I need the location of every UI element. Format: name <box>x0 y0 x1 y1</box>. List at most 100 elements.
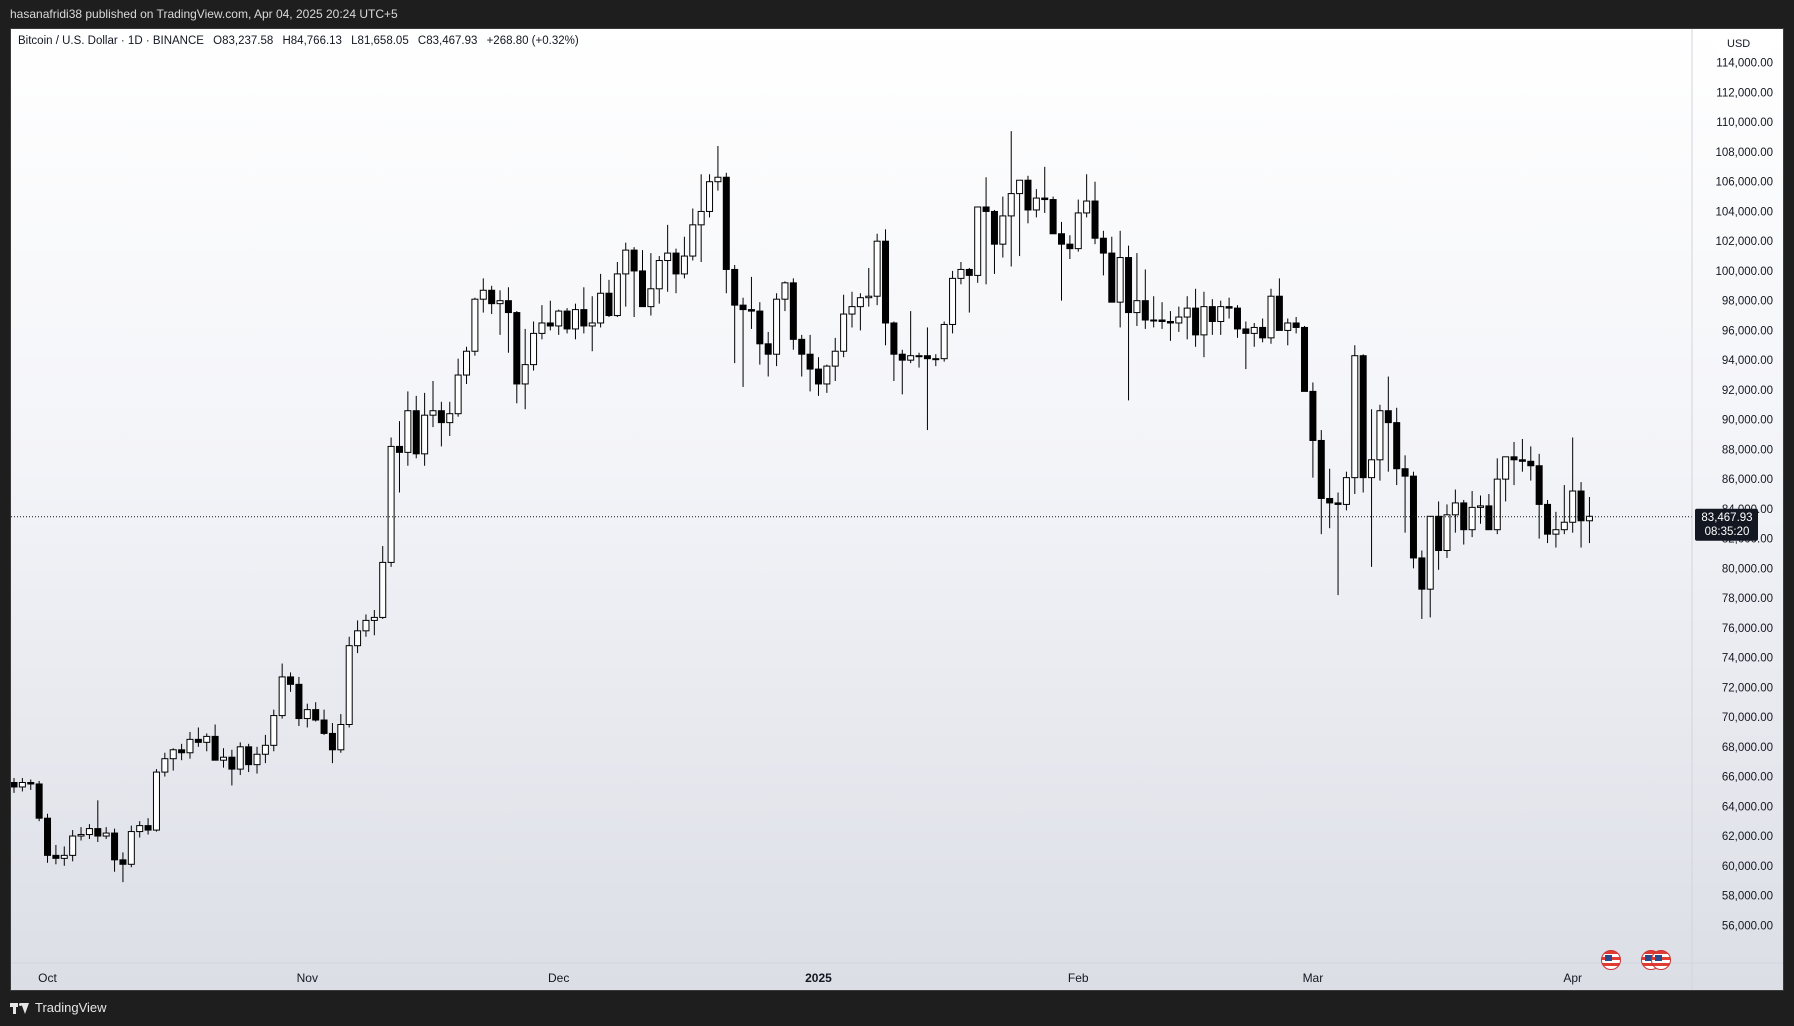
candle-body-down <box>178 749 186 754</box>
candle <box>379 546 387 619</box>
candle-body-down <box>639 270 646 308</box>
candle <box>1041 166 1049 213</box>
candle <box>119 852 127 883</box>
price-axis[interactable]: 56,000.00 58,000.00 60,000.00 62,000.00 64,0… <box>1715 58 1773 933</box>
candle-body-up <box>253 753 261 766</box>
candle <box>731 264 739 364</box>
us-flag-events-icon[interactable] <box>1651 950 1671 970</box>
candle-body-down <box>1108 252 1116 303</box>
candle-body-down <box>563 310 571 330</box>
price-tick-label: 86,000.00 <box>1722 474 1773 486</box>
candle-body-down <box>119 859 127 865</box>
candle-body-up <box>823 365 831 385</box>
candle-body-down <box>1359 355 1367 479</box>
candle <box>882 229 890 346</box>
candle-body-down <box>35 783 43 819</box>
candle-body-up <box>404 410 412 453</box>
candle <box>1150 296 1158 328</box>
candle <box>446 401 454 437</box>
candle-body-up <box>370 616 378 621</box>
candle <box>1016 179 1024 257</box>
chart-pane[interactable]: 56,000.00 58,000.00 60,000.00 62,000.00 64,0… <box>10 28 1784 991</box>
legend-open: O83,237.58 <box>213 35 274 47</box>
us-flag-event-icon[interactable] <box>1601 950 1621 970</box>
candle <box>747 276 755 329</box>
tradingview-brand[interactable]: TradingView <box>10 1000 107 1015</box>
candle-body-up <box>1116 257 1124 303</box>
candle <box>1208 299 1216 335</box>
candle <box>1158 302 1166 329</box>
candle <box>1049 196 1057 235</box>
candle <box>437 401 445 447</box>
candle <box>312 702 320 722</box>
candle <box>530 321 538 371</box>
tradingview-logo-icon <box>10 1001 30 1015</box>
candle <box>1351 345 1359 494</box>
candle <box>898 349 906 395</box>
candle <box>1477 495 1484 524</box>
candle-body-down <box>1309 390 1317 441</box>
candle <box>940 321 948 362</box>
candle-body-up <box>647 288 655 308</box>
candle-body-down <box>1326 497 1334 504</box>
candle-body-up <box>957 268 965 279</box>
price-tick-label: 58,000.00 <box>1722 891 1773 903</box>
candle <box>488 285 496 315</box>
candle <box>52 844 60 865</box>
candle-body-down <box>1577 490 1585 522</box>
candle <box>1544 499 1552 544</box>
currency-label[interactable]: USD <box>1715 34 1773 54</box>
symbol-title[interactable]: Bitcoin / U.S. Dollar · 1D · BINANCE <box>18 35 204 47</box>
candle <box>1250 322 1258 347</box>
time-axis[interactable]: Oct Nov Dec 2025 Feb Mar Apr <box>38 971 1582 985</box>
candle <box>1267 288 1275 344</box>
candle <box>521 328 529 410</box>
price-tick-label: 94,000.00 <box>1722 355 1773 367</box>
candle <box>1460 499 1468 545</box>
candle-body-down <box>1091 200 1099 239</box>
publish-info-bar: hasanafridi38 published on TradingView.c… <box>0 0 1794 28</box>
candle-body-down <box>1401 468 1409 477</box>
candle-body-down <box>764 343 772 355</box>
candle-body-down <box>1225 306 1233 309</box>
candle-body-down <box>882 240 890 324</box>
candle <box>974 206 982 283</box>
candle <box>320 709 328 735</box>
candle <box>814 357 822 396</box>
candle-body-down <box>722 176 730 270</box>
candle-body-up <box>429 410 437 416</box>
candles-group <box>11 131 1593 883</box>
price-tick-label: 80,000.00 <box>1722 563 1773 575</box>
candle <box>588 296 596 352</box>
candle <box>1384 376 1392 472</box>
candle-body-up <box>303 709 311 720</box>
price-tick-label: 74,000.00 <box>1722 653 1773 665</box>
candle-body-up <box>1342 477 1350 505</box>
candle <box>1527 446 1535 481</box>
candle <box>479 278 487 313</box>
candle <box>546 300 554 331</box>
candle <box>1585 496 1593 544</box>
candle <box>890 321 898 381</box>
candle <box>345 636 353 728</box>
candle <box>245 743 253 773</box>
candle <box>186 731 194 759</box>
candle-body-up <box>831 350 839 367</box>
candle-body-down <box>731 268 739 306</box>
candle-body-up <box>127 831 135 865</box>
candlestick-chart[interactable]: 56,000.00 58,000.00 60,000.00 62,000.00 64,0… <box>11 29 1784 991</box>
candle-body-up <box>689 224 697 257</box>
candle <box>44 813 52 863</box>
candle <box>697 174 705 263</box>
candle <box>77 827 85 841</box>
candle <box>178 743 186 761</box>
candle <box>60 846 68 866</box>
candle <box>798 334 806 377</box>
candle <box>613 262 621 318</box>
candle-body-up <box>1016 179 1024 195</box>
candle <box>253 746 261 774</box>
candle <box>395 421 403 493</box>
candle-body-down <box>806 353 814 370</box>
candle-body-down <box>1535 465 1543 505</box>
bar-countdown-label: 08:35:20 <box>1705 526 1750 538</box>
